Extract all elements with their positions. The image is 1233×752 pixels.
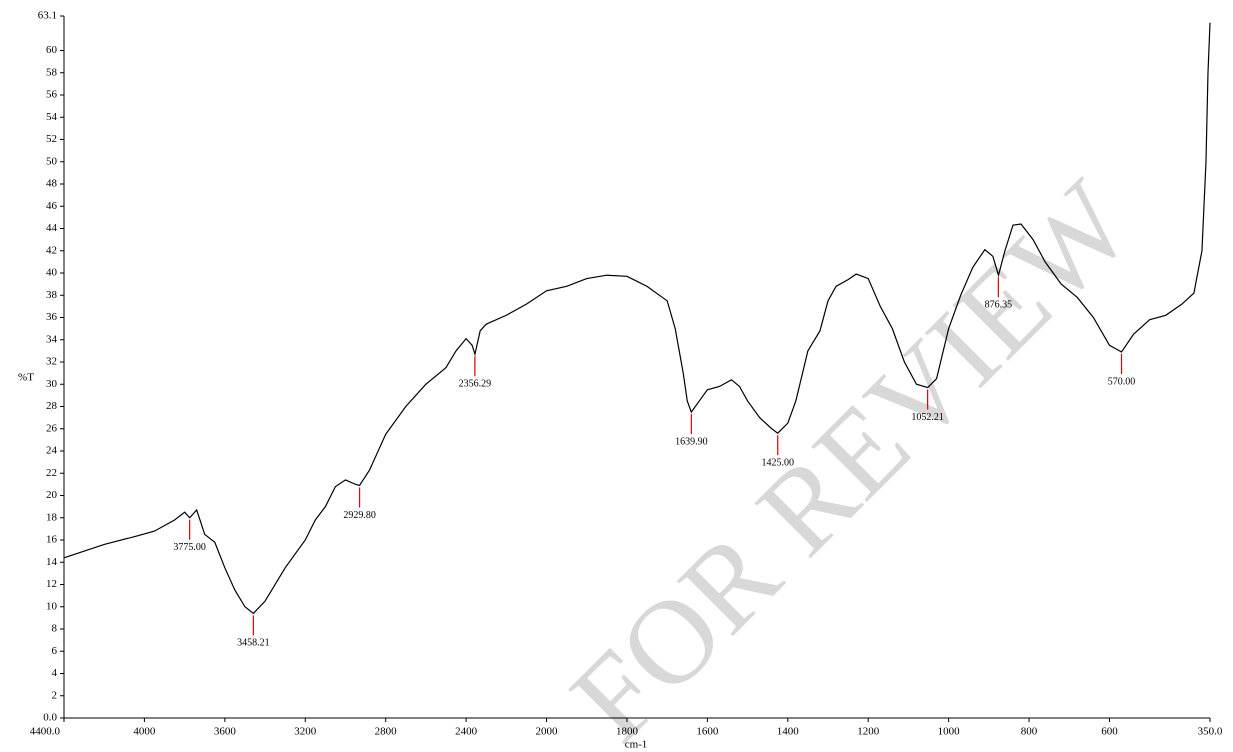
x-tick-label: 800	[1021, 726, 1038, 738]
peak-label: 3775.00	[173, 542, 206, 553]
y-tick-label: 8	[52, 623, 58, 635]
x-tick-label: 2800	[375, 726, 398, 738]
y-tick-label: 50	[46, 155, 58, 167]
y-tick-label: 10	[46, 600, 58, 612]
y-tick-label: 14	[46, 556, 58, 568]
y-tick-label: 54	[46, 111, 58, 123]
y-tick-label: 24	[46, 445, 58, 457]
peak-label: 1052.21	[911, 412, 944, 423]
y-tick-label: 38	[46, 289, 58, 301]
y-tick-label: 28	[46, 400, 58, 412]
peak-label: 1425.00	[761, 457, 794, 468]
peak-label: 2929.80	[343, 510, 376, 521]
y-tick-label: 30	[46, 378, 58, 390]
y-tick-label: 18	[46, 511, 58, 523]
y-tick-label: 42	[46, 244, 57, 256]
y-tick-label: 22	[46, 467, 57, 479]
watermark: FOR REVIEW	[546, 155, 1157, 752]
y-tick-label: 63.1	[38, 10, 57, 22]
spectrum-line	[63, 22, 1211, 615]
x-tick-label: 600	[1101, 726, 1118, 738]
x-tick-label: 3200	[294, 726, 317, 738]
x-tick-label: 1000	[938, 726, 961, 738]
y-tick-label: 40	[46, 267, 58, 279]
y-tick-label: 60	[46, 44, 58, 56]
y-tick-label: 58	[46, 66, 58, 78]
y-tick-label: 56	[46, 89, 58, 101]
y-tick-label: 32	[46, 356, 57, 368]
y-tick-label: 6	[52, 645, 58, 657]
peak-label: 2356.29	[459, 379, 492, 390]
y-tick-label: 2	[52, 689, 58, 701]
x-tick-label: 1800	[616, 726, 639, 738]
peak-label: 3458.21	[237, 638, 270, 649]
x-tick-label: 2400	[455, 726, 478, 738]
y-tick-label: 44	[46, 222, 58, 234]
x-tick-label: 4400.0	[30, 726, 61, 738]
peak-label: 876.35	[985, 300, 1013, 311]
peak-label: 1639.90	[675, 436, 708, 447]
y-tick-label: 48	[46, 178, 58, 190]
y-tick-label: 0.0	[43, 712, 57, 724]
x-tick-label: 350.0	[1198, 726, 1223, 738]
peak-label: 570.00	[1108, 376, 1136, 387]
y-tick-label: 12	[46, 578, 57, 590]
x-axis-label: cm-1	[625, 739, 648, 751]
y-tick-label: 46	[46, 200, 58, 212]
y-tick-label: 16	[46, 534, 58, 546]
x-tick-label: 1200	[857, 726, 880, 738]
y-tick-label: 34	[46, 333, 58, 345]
x-tick-label: 2000	[536, 726, 559, 738]
y-tick-label: 4	[52, 667, 58, 679]
y-tick-label: 52	[46, 133, 57, 145]
x-tick-label: 1600	[696, 726, 719, 738]
y-tick-label: 20	[46, 489, 58, 501]
y-tick-label: 26	[46, 422, 58, 434]
y-tick-label: 36	[46, 311, 58, 323]
x-tick-label: 3600	[214, 726, 237, 738]
y-axis-label: %T	[18, 372, 34, 384]
x-tick-label: 4000	[133, 726, 156, 738]
x-tick-label: 1400	[777, 726, 800, 738]
